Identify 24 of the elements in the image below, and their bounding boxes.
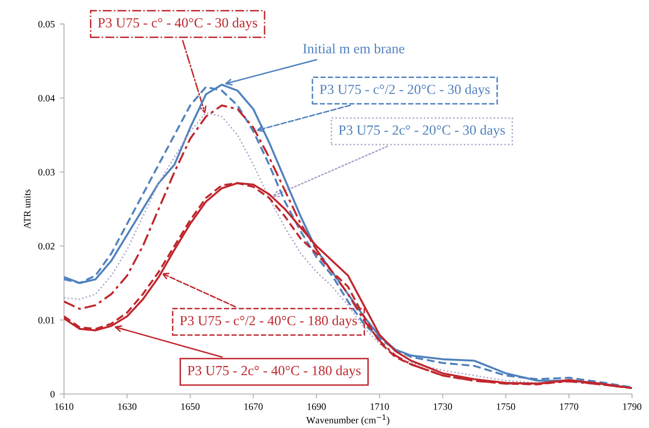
x-tick-label: 1690 <box>308 403 326 410</box>
text: P3 U75 - c° - 40°C - 30 days <box>98 18 258 30</box>
x-tick-label: 1750 <box>496 403 516 410</box>
y-tick-label: 0.04 <box>38 94 55 102</box>
y-tick-label: 0.05 <box>38 20 55 28</box>
x-tick-label: 1670 <box>244 403 263 410</box>
y-tick-label: 0 <box>50 390 55 398</box>
text: P3 U75 - 2c° - 20°C - 30 days <box>338 124 505 138</box>
x-tick-label: 1610 <box>55 403 74 410</box>
text: Initial m em brane <box>303 44 404 54</box>
y-tick-label: 0.01 <box>38 316 54 324</box>
x-tick-label: 1730 <box>434 403 452 410</box>
text: P3 U75 - c°/2 - 20°C - 30 days <box>320 84 490 97</box>
text: P3 U75 - 2c° - 40°C - 180 days <box>188 365 361 378</box>
x-tick-label: 1650 <box>181 403 200 410</box>
x-tick-label: 1710 <box>370 403 389 410</box>
series-label: P3 U75 - c°/2 - 40°C - 180 days <box>180 316 357 328</box>
y-tick-label: 0.03 <box>38 168 55 176</box>
x-tick-label: 1630 <box>118 403 136 410</box>
x-tick-label: 1770 <box>560 403 578 410</box>
x-tick-label: 1790 <box>623 403 642 410</box>
y-tick-label: 0.02 <box>38 242 54 250</box>
y-axis-title: ATR units <box>24 190 30 229</box>
x-axis-title: Wavenumber (cm$^{−1}$) <box>306 414 390 426</box>
